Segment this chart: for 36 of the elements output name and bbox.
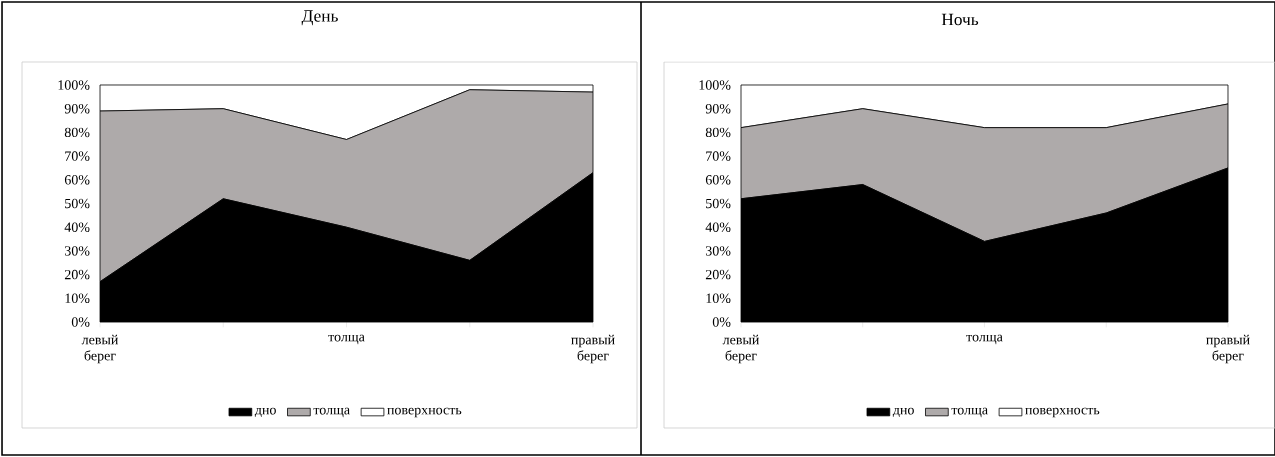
y-tick-label: 40% (64, 222, 90, 232)
x-tick-label: правый берег (571, 334, 615, 364)
y-tick-label: 70% (706, 151, 731, 161)
y-tick-label: 50% (706, 198, 731, 209)
legend-label: поверхность (1025, 407, 1100, 418)
y-tick-label: 10% (65, 293, 90, 304)
legend-label: дно (892, 407, 914, 418)
chart-title: Ночь (941, 13, 979, 26)
x-tick-label: толща (966, 334, 1003, 345)
y-tick-label: 0% (712, 317, 731, 327)
y-tick-label: 70% (65, 151, 90, 161)
y-tick-label: 100% (699, 80, 731, 90)
y-tick-label: 20% (64, 269, 90, 280)
y-tick-label: 80% (64, 127, 90, 138)
y-tick-label: 80% (705, 127, 731, 138)
x-tick-label: левый берег (81, 334, 119, 364)
y-tick-label: 40% (705, 222, 731, 232)
y-tick-label: 0% (71, 317, 90, 327)
y-tick-label: 90% (705, 103, 731, 114)
chart-title: День (301, 10, 338, 26)
legend-label: дно (254, 407, 276, 418)
y-tick-label: 60% (705, 175, 731, 185)
x-tick-label: толща (328, 334, 365, 345)
y-tick-label: 60% (64, 175, 90, 185)
x-tick-label: левый берег (722, 334, 760, 364)
x-tick-label: правый берег (1206, 334, 1250, 364)
legend-label: поверхность (387, 407, 462, 418)
y-tick-label: 100% (58, 80, 90, 90)
y-tick-label: 10% (706, 293, 731, 304)
y-tick-label: 30% (705, 246, 731, 256)
y-tick-label: 50% (65, 198, 90, 209)
y-tick-label: 90% (64, 103, 90, 114)
legend-label: толща (951, 407, 988, 418)
y-tick-label: 30% (64, 246, 90, 256)
y-tick-label: 20% (705, 269, 731, 280)
legend-label: толща (313, 407, 350, 418)
